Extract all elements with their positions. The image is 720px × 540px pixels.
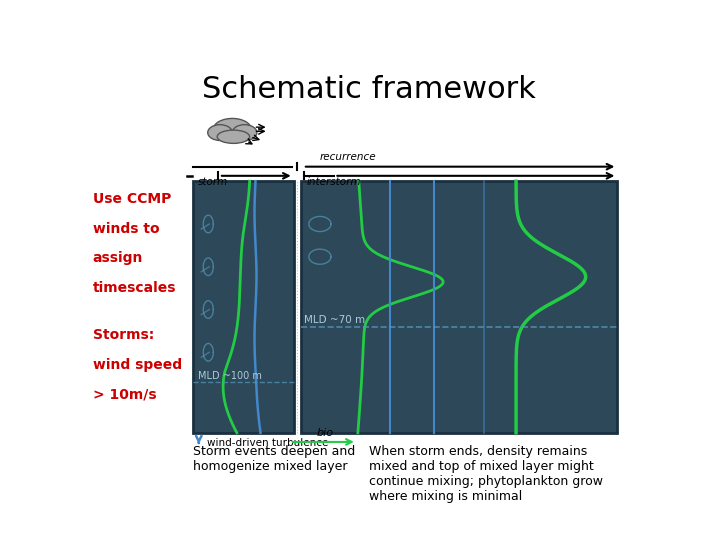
Text: Storms:: Storms: — [93, 328, 154, 342]
Ellipse shape — [217, 130, 250, 144]
Ellipse shape — [213, 118, 251, 140]
Ellipse shape — [208, 125, 233, 140]
Text: bio: bio — [316, 428, 333, 438]
Text: wind speed: wind speed — [93, 358, 182, 372]
Bar — [193, 181, 294, 433]
Ellipse shape — [233, 125, 257, 140]
Text: recurrence: recurrence — [320, 152, 377, 161]
Text: timescales: timescales — [93, 281, 176, 295]
Text: MLD ~70 m: MLD ~70 m — [304, 315, 365, 326]
Text: wind-driven turbulence: wind-driven turbulence — [207, 438, 328, 448]
Text: MLD ~100 m: MLD ~100 m — [198, 371, 261, 381]
Text: Schematic framework: Schematic framework — [202, 75, 536, 104]
Text: When storm ends, density remains
mixed and top of mixed layer might
continue mix: When storm ends, density remains mixed a… — [369, 446, 603, 503]
Text: winds to: winds to — [93, 221, 159, 235]
Text: storm: storm — [198, 177, 228, 187]
Text: Storm events deepen and
homogenize mixed layer: Storm events deepen and homogenize mixed… — [193, 446, 356, 473]
Text: interstorm: interstorm — [307, 177, 361, 187]
Text: assign: assign — [93, 252, 143, 266]
Bar — [301, 181, 617, 433]
Text: Use CCMP: Use CCMP — [93, 192, 171, 206]
Text: > 10m/s: > 10m/s — [93, 388, 156, 402]
